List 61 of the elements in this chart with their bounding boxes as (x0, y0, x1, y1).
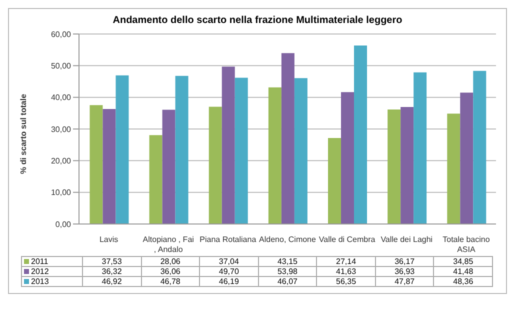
data-label: 36,93 (375, 266, 434, 276)
bar (473, 70, 486, 224)
bar (447, 114, 460, 224)
bar (460, 92, 474, 224)
data-label: 37,53 (82, 256, 142, 266)
legend-label: 2012 (22, 266, 82, 276)
bar (414, 72, 427, 224)
bar (281, 53, 294, 224)
bar (175, 76, 188, 224)
y-tick-label: 10,00 (50, 188, 72, 198)
x-tick-label: Aldeno, Cimone (259, 235, 317, 244)
bar (294, 78, 308, 224)
data-label: 46,07 (258, 276, 317, 286)
data-label: 36,32 (82, 266, 142, 276)
data-label: 41,48 (434, 266, 492, 276)
legend-label: 2011 (22, 256, 82, 266)
y-tick-label: 20,00 (50, 156, 72, 166)
y-tick-label: 60,00 (50, 30, 72, 39)
x-tick-label: Totale bacino ASIA (442, 235, 490, 254)
y-tick-label: 50,00 (50, 62, 72, 71)
data-label: 37,04 (200, 256, 258, 266)
bar (234, 78, 248, 224)
bar (222, 66, 235, 224)
bar (341, 92, 354, 224)
data-label: 41,63 (316, 266, 376, 276)
bar (102, 108, 116, 224)
x-tick-label: Piana Rotaliana (200, 235, 257, 244)
data-label: 46,78 (141, 276, 200, 286)
y-tick-label: 40,00 (50, 93, 72, 102)
data-label: 48,36 (434, 276, 492, 286)
bar (328, 138, 342, 224)
legend-label: 2013 (22, 276, 82, 286)
data-label: 56,35 (316, 276, 376, 286)
bar (162, 110, 176, 224)
data-label: 36,17 (375, 256, 434, 266)
x-tick-label: Altopiano , Fai , Andalo (142, 235, 194, 254)
bar (116, 75, 129, 224)
bar (268, 87, 282, 224)
y-tick-label: 30,00 (50, 124, 72, 134)
data-label: 53,98 (258, 266, 317, 276)
x-tick-label: Valle dei Laghi (380, 235, 433, 244)
data-label: 46,92 (82, 276, 142, 286)
chart-title: Andamento dello scarto nella frazione Multimateriale leggero (112, 15, 404, 26)
data-label: 36,06 (141, 266, 200, 276)
x-tick-label: Lavis (99, 235, 118, 244)
y-axis-title: % di scarto sul totale (18, 93, 28, 174)
data-label: 34,85 (434, 256, 492, 266)
data-label: 43,15 (258, 256, 317, 266)
bar (208, 106, 222, 224)
data-label: 28,06 (141, 256, 200, 266)
data-label: 27,14 (316, 256, 376, 266)
x-tick-label: Valle di Cembra (318, 235, 376, 244)
bar (388, 109, 401, 224)
bar (149, 135, 162, 224)
bar (400, 107, 414, 224)
data-label: 47,87 (375, 276, 434, 286)
data-label: 46,19 (200, 276, 258, 286)
data-label: 49,70 (200, 266, 258, 276)
bar (90, 105, 103, 224)
bar (354, 46, 368, 224)
y-tick-label: 0,00 (55, 220, 72, 229)
